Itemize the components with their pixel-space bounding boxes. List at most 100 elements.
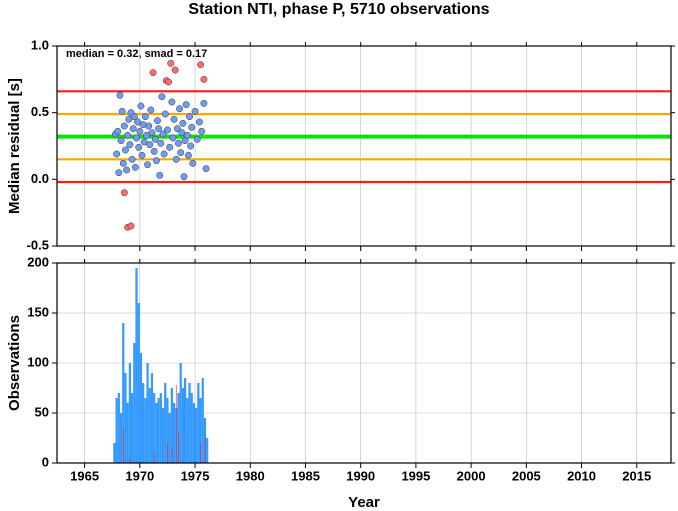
histogram-bar [168,413,171,463]
histogram-bar [181,388,184,463]
chart-title: Station NTI, phase P, 5710 observations [188,1,489,18]
data-point [147,106,155,114]
histogram-bar [122,323,125,463]
data-point [124,131,132,139]
y-tick-label: 200 [27,254,49,269]
histogram-bar [113,443,116,463]
data-point [134,118,142,126]
histogram-bar [167,443,168,463]
data-point [113,150,121,158]
data-point [126,141,134,149]
histogram-bar [122,428,124,463]
data-point [168,98,176,106]
x-tick-label: 1975 [181,468,210,483]
data-point [189,159,197,167]
histogram-bar [142,383,145,463]
histogram-bar [124,373,127,463]
histogram-bar [119,413,123,463]
x-tick-label: 1990 [346,468,375,483]
data-point [114,127,122,135]
y-tick-label: 150 [27,304,49,319]
histogram-bar [204,438,206,463]
histogram-bar [115,398,118,463]
data-point [191,107,199,115]
data-point [154,117,161,125]
histogram-bar [150,373,154,463]
data-point [169,134,177,142]
data-point [180,173,188,181]
histogram-bar [172,403,176,463]
data-point [119,159,127,167]
data-point [137,102,145,110]
data-point [202,165,210,173]
histogram-bar [148,388,151,463]
histogram-bar [117,393,120,463]
histogram-bar [177,393,180,463]
data-point [161,110,169,118]
data-point [200,99,208,107]
y-axis-label: Observations [6,315,23,411]
y-tick-label: 0.0 [31,171,49,186]
y-axis-label: Median residual [s] [6,78,23,214]
x-tick-label: 1965 [70,468,99,483]
histogram-bar [192,403,196,463]
data-point [141,113,149,121]
histogram-bar [146,363,149,463]
y-tick-label: 100 [27,354,49,369]
data-point [184,151,192,159]
data-point [158,93,166,101]
data-point [186,113,193,121]
data-point [148,129,156,137]
histogram-bar [183,378,187,463]
data-point [131,163,139,171]
histogram-bar [153,393,156,463]
data-point [193,135,201,143]
data-point [125,115,133,123]
histogram-bar [126,403,129,463]
x-tick-label: 2005 [512,468,541,483]
y-tick-label: 0.5 [31,104,49,119]
histogram-bar [188,383,191,463]
data-point [127,222,135,230]
histogram-bar [161,408,165,463]
data-point [159,130,167,138]
data-point [146,141,154,149]
x-tick-label: 1985 [291,468,320,483]
data-point [175,139,182,147]
data-point [150,147,158,155]
data-point [177,149,185,157]
histogram-bar [170,388,173,463]
histogram-bar [186,398,189,463]
data-point [136,127,144,135]
data-point [120,189,128,197]
histogram-bar [190,393,193,463]
data-point [133,134,140,142]
data-point [187,142,195,150]
data-point [120,122,128,130]
data-point [198,127,206,135]
data-point [142,131,150,139]
x-tick-label: 1980 [236,468,265,483]
plot-frame [56,45,672,247]
data-point [138,151,146,159]
data-point [188,123,196,131]
histogram-bar [130,393,134,463]
data-point [123,166,131,174]
data-point [167,59,175,67]
y-tick-label: 0 [42,454,49,469]
data-point [117,137,125,145]
histogram-bar [206,438,209,463]
histogram-bar [157,398,160,463]
histogram-bar [195,408,198,463]
data-point [122,146,129,154]
data-point [145,122,153,130]
data-point [172,155,180,163]
data-point [149,69,157,77]
data-point [135,143,143,151]
x-tick-label: 2015 [622,468,651,483]
histogram-bar [179,363,182,463]
histogram-bar [129,458,131,463]
histogram-bar [153,453,155,463]
data-point [179,119,187,127]
